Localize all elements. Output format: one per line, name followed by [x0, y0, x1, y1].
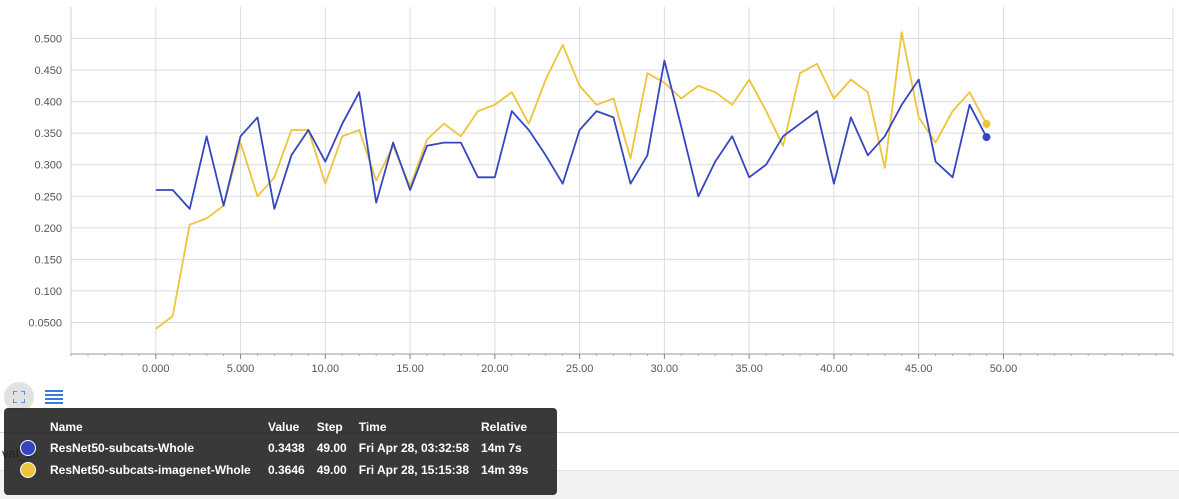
- series-color-swatch: [20, 440, 36, 456]
- step-header: Step: [316, 420, 343, 434]
- tooltip-table: Name Value Step Time Relative ResNet50-s…: [14, 418, 534, 481]
- x-tick-label: 35.00: [735, 363, 763, 375]
- y-tick-label: 0.250: [34, 191, 62, 203]
- series-swatch-cell: [14, 437, 44, 459]
- x-tick-label: 25.00: [566, 363, 594, 375]
- x-tick-label: 50.00: [990, 363, 1018, 375]
- relative-header: Relative: [481, 420, 528, 434]
- highlight-point-resnet50-subcats-imagenet-whole: [982, 119, 991, 128]
- tooltip: Name Value Step Time Relative ResNet50-s…: [4, 408, 557, 495]
- series-name: ResNet50-subcats-Whole: [50, 441, 195, 455]
- x-tick-label: 30.00: [651, 363, 679, 375]
- divider: [0, 432, 1179, 433]
- series-value: 0.3438: [268, 441, 305, 455]
- highlight-point-resnet50-subcats-whole: [982, 133, 991, 142]
- y-tick-label: 0.500: [34, 34, 62, 46]
- x-tick-label: 15.00: [396, 363, 424, 375]
- x-tick-label: 10.00: [312, 363, 340, 375]
- series-name: ResNet50-subcats-imagenet-Whole: [50, 463, 251, 477]
- tooltip-row: ResNet50-subcats-imagenet-Whole 0.3646 4…: [14, 459, 534, 481]
- series-relative: 14m 7s: [481, 441, 522, 455]
- swatch-header: [14, 418, 44, 437]
- series-color-swatch: [20, 462, 36, 478]
- y-tick-label: 0.200: [34, 223, 62, 235]
- y-tick-label: 0.150: [34, 254, 62, 266]
- series-swatch-cell: [14, 459, 44, 481]
- time-header: Time: [358, 420, 387, 434]
- x-tick-label: 45.00: [905, 363, 933, 375]
- x-tick-label: 0.000: [142, 363, 170, 375]
- x-tick-label: 5.000: [227, 363, 255, 375]
- y-tick-label: 0.300: [34, 160, 62, 172]
- series-value: 0.3646: [268, 463, 305, 477]
- name-header: Name: [50, 420, 83, 434]
- series-time: Fri Apr 28, 15:15:38: [358, 463, 470, 477]
- list-icon: [45, 390, 63, 404]
- fit-domain-button[interactable]: [4, 382, 34, 412]
- y-tick-label: 0.400: [34, 97, 62, 109]
- tooltip-header-row: Name Value Step Time Relative: [14, 418, 534, 437]
- x-tick-label: 20.00: [481, 363, 509, 375]
- toggle-data-button[interactable]: [44, 387, 64, 407]
- series-relative: 14m 39s: [481, 463, 529, 477]
- y-tick-label: 0.100: [34, 286, 62, 298]
- series-time: Fri Apr 28, 03:32:58: [358, 441, 470, 455]
- series-line-resnet50-subcats-whole: [155, 59, 988, 210]
- fit-domain-icon: [13, 391, 25, 403]
- line-chart[interactable]: 0.0500 0.100 0.150 0.200 0.250 0.300 0.350 0.40…: [0, 0, 1179, 380]
- y-tick-label: 0.350: [34, 128, 62, 140]
- y-tick-label: 0.450: [34, 65, 62, 77]
- series-step: 49.00: [316, 463, 347, 477]
- value-header: Value: [268, 420, 300, 434]
- x-tick-label: 40.00: [820, 363, 848, 375]
- y-tick-label: 0.0500: [28, 317, 62, 329]
- tooltip-row: ResNet50-subcats-Whole 0.3438 49.00 Fri …: [14, 437, 534, 459]
- series-step: 49.00: [316, 441, 347, 455]
- series-line-resnet50-subcats-imagenet-whole: [155, 31, 988, 330]
